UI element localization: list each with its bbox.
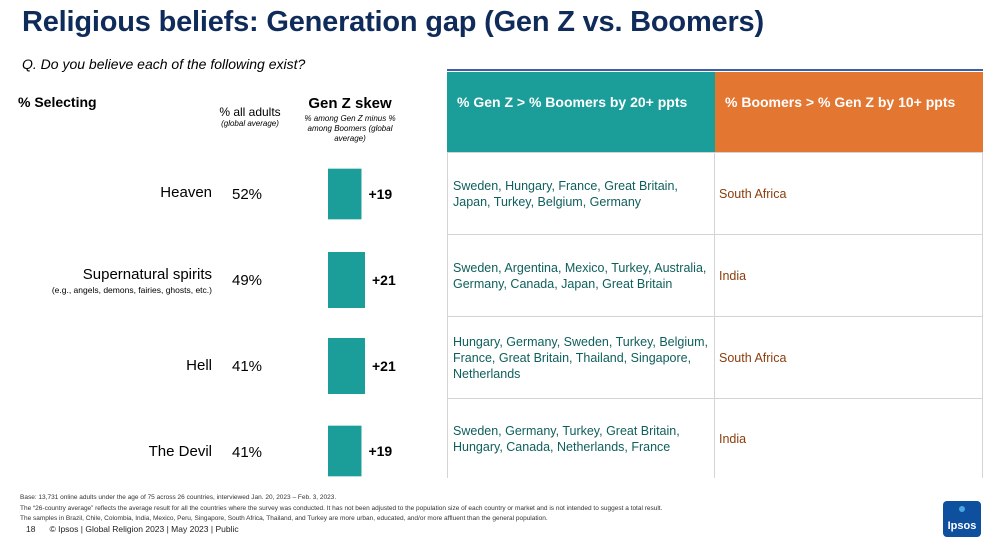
page-footer: 18 © Ipsos | Global Religion 2023 | May 2… (26, 524, 253, 534)
boomers-countries-cell: South Africa (715, 153, 983, 234)
row-label-text: Hell (186, 357, 212, 374)
skew-data-label: +21 (372, 358, 396, 374)
skew-bar-supernatural-spirits (328, 252, 365, 308)
footnote-base: Base: 13,731 online adults under the age… (20, 494, 337, 501)
boomers-countries-cell: India (715, 235, 983, 316)
skew-bar-hell (328, 338, 365, 394)
footnotes: Base: 13,731 online adults under the age… (20, 493, 662, 525)
all-adults-value: 49% (231, 272, 263, 289)
boomers-header-cell: % Boomers > % Gen Z by 10+ ppts (715, 72, 983, 152)
skew-column-header: Gen Z skew % among Gen Z minus % among B… (298, 94, 402, 144)
table-row: Sweden, Argentina, Mexico, Turkey, Austr… (447, 234, 983, 316)
table-top-rule (447, 69, 983, 71)
boomers-countries-cell: India (715, 399, 983, 478)
skew-data-label: +19 (368, 186, 392, 202)
footnote-samples: The samples in Brazil, Chile, Colombia, … (20, 515, 548, 522)
skew-bar-the-devil (328, 425, 362, 477)
genz-countries-text: Sweden, Germany, Turkey, Great Britain, … (453, 423, 680, 454)
genz-countries-text: Hungary, Germany, Sweden, Turkey, Belgiu… (453, 334, 708, 381)
table-row: Sweden, Hungary, France, Great Britain, … (447, 152, 983, 234)
row-sublabel-text: (e.g., angels, demons, fairies, ghosts, … (51, 285, 212, 295)
all-adults-value: 41% (231, 444, 263, 461)
skew-data-label: +21 (372, 272, 396, 288)
skew-subheader: % among Gen Z minus % among Boomers (glo… (304, 114, 396, 143)
footer-text: © Ipsos | Global Religion 2023 | May 202… (49, 524, 239, 534)
all-adults-header: % all adults (219, 105, 281, 119)
genz-countries-text: Sweden, Hungary, France, Great Britain, … (453, 178, 678, 209)
all-adults-value: 52% (231, 186, 263, 203)
genz-header-cell: % Gen Z > % Boomers by 20+ ppts (447, 72, 715, 152)
row-label-text: Supernatural spirits (82, 266, 212, 283)
page-number: 18 (26, 524, 36, 534)
table-row: Sweden, Germany, Turkey, Great Britain, … (447, 398, 983, 478)
table-row: Hungary, Germany, Sweden, Turkey, Belgiu… (447, 316, 983, 398)
country-table: % Gen Z > % Boomers by 20+ ppts % Boomer… (447, 70, 983, 478)
genz-countries-text: Sweden, Argentina, Mexico, Turkey, Austr… (453, 260, 707, 291)
genz-countries-cell: Sweden, Hungary, France, Great Britain, … (447, 153, 715, 234)
skew-header: Gen Z skew (308, 95, 392, 112)
boomers-countries-cell: South Africa (715, 317, 983, 398)
logo-text: Ipsos (947, 520, 977, 532)
selecting-label: % Selecting (18, 94, 97, 110)
logo-dot-icon (959, 506, 965, 512)
boomers-countries-text: South Africa (719, 186, 787, 201)
ipsos-logo: Ipsos (943, 501, 981, 537)
genz-countries-cell: Sweden, Germany, Turkey, Great Britain, … (447, 399, 715, 478)
all-adults-value: 41% (231, 358, 263, 375)
survey-question: Q. Do you believe each of the following … (22, 56, 306, 72)
footnote-average: The “26-country average” reflects the av… (20, 504, 663, 512)
all-adults-column-header: % all adults (global average) (203, 105, 297, 129)
all-adults-subheader: (global average) (221, 119, 279, 128)
gen-z-skew-chart: +19 +21 +21 +19 (328, 168, 396, 477)
row-label-text: The Devil (148, 443, 212, 460)
genz-countries-cell: Hungary, Germany, Sweden, Turkey, Belgiu… (447, 317, 715, 398)
row-label-text: Heaven (160, 184, 212, 201)
boomers-countries-text: South Africa (719, 350, 787, 365)
genz-countries-cell: Sweden, Argentina, Mexico, Turkey, Austr… (447, 235, 715, 316)
genz-header-text: % Gen Z > % Boomers by 20+ ppts (457, 94, 688, 110)
page-title: Religious beliefs: Generation gap (Gen Z… (22, 6, 764, 38)
boomers-header-text: % Boomers > % Gen Z by 10+ ppts (725, 94, 956, 110)
row-label-hell: Hell (186, 357, 212, 375)
boomers-countries-text: India (719, 431, 747, 446)
skew-bar-heaven (328, 168, 362, 220)
skew-data-label: +19 (368, 443, 392, 459)
boomers-countries-text: India (719, 268, 747, 283)
row-label-spirits: Supernatural spirits (e.g., angels, demo… (52, 266, 212, 296)
row-label-heaven: Heaven (160, 184, 212, 202)
row-label-devil: The Devil (149, 443, 212, 461)
